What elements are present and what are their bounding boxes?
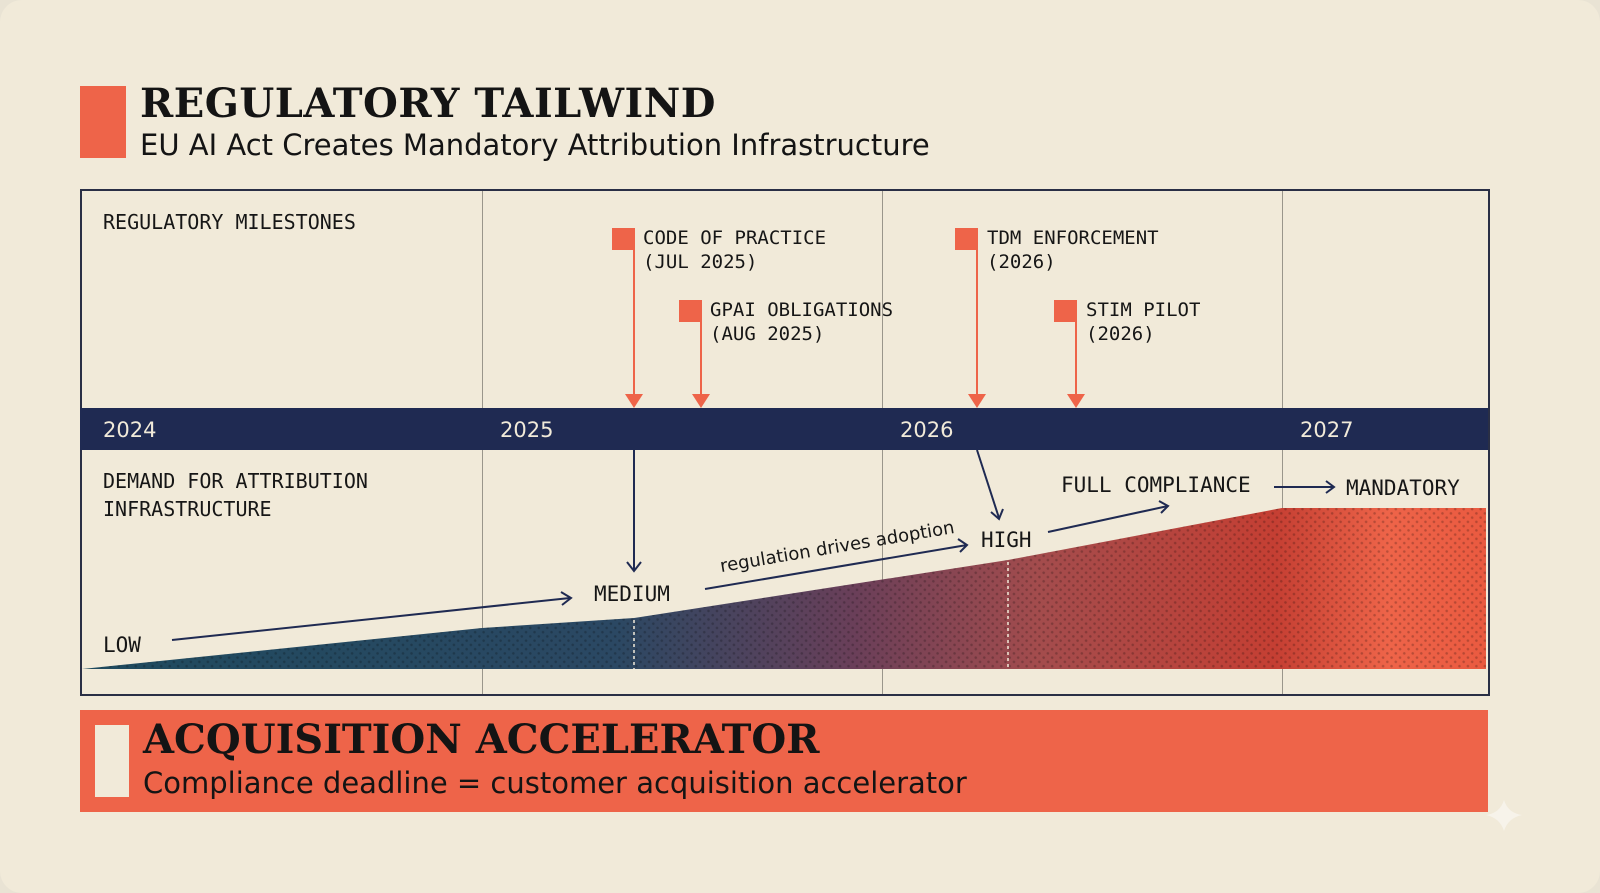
milestone-gpai-obligations: GPAI OBLIGATIONS (AUG 2025)	[710, 298, 893, 346]
page-subtitle: EU AI Act Creates Mandatory Attribution …	[140, 128, 930, 162]
milestone-name: STIM PILOT	[1086, 299, 1201, 321]
callout-box	[80, 710, 1488, 812]
milestone-code-of-practice: CODE OF PRACTICE (JUL 2025)	[643, 226, 826, 274]
year-label: 2025	[500, 418, 554, 442]
milestones-heading: REGULATORY MILESTONES	[103, 210, 356, 234]
year-label: 2026	[900, 418, 954, 442]
demand-level-low: LOW	[103, 633, 141, 657]
milestone-tdm-enforcement: TDM ENFORCEMENT (2026)	[987, 226, 1159, 274]
demand-level-mandatory: MANDATORY	[1346, 476, 1460, 500]
demand-level-full-compliance: FULL COMPLIANCE	[1061, 473, 1251, 497]
milestone-date: (2026)	[1086, 323, 1155, 345]
milestone-date: (AUG 2025)	[710, 323, 825, 345]
callout-accent-bar	[95, 725, 129, 797]
callout-title: ACQUISITION ACCELERATOR	[143, 716, 820, 763]
page-title: REGULATORY TAILWIND	[140, 80, 716, 127]
title-accent-bar	[80, 86, 126, 158]
milestone-date: (JUL 2025)	[643, 251, 758, 273]
year-label: 2024	[103, 418, 157, 442]
year-label: 2027	[1300, 418, 1354, 442]
year-band	[80, 408, 1488, 450]
demand-level-high: HIGH	[981, 528, 1032, 552]
demand-heading: DEMAND FOR ATTRIBUTION INFRASTRUCTURE	[103, 469, 368, 521]
milestone-date: (2026)	[987, 251, 1056, 273]
callout-subtitle: Compliance deadline = customer acquisiti…	[143, 766, 967, 800]
demand-level-medium: MEDIUM	[594, 582, 670, 606]
milestone-stim-pilot: STIM PILOT (2026)	[1086, 298, 1200, 346]
milestone-name: CODE OF PRACTICE	[643, 227, 827, 249]
milestone-name: TDM ENFORCEMENT	[987, 227, 1159, 249]
milestone-name: GPAI OBLIGATIONS	[710, 299, 894, 321]
